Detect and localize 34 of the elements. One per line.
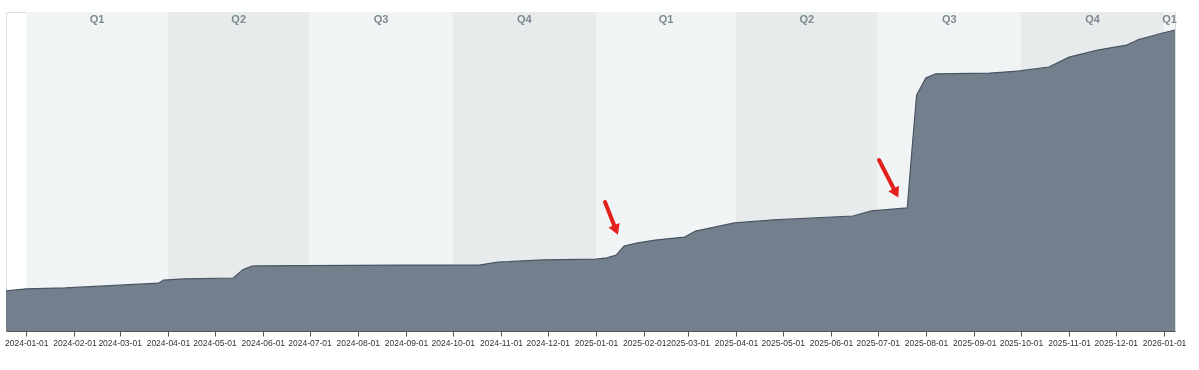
x-tick-label: 2024-02-01: [53, 337, 97, 348]
band-label: Q3: [373, 13, 389, 25]
x-tick-label: 2024-05-01: [193, 337, 238, 348]
x-tick-label: 2024-03-01: [98, 337, 143, 348]
band-label: Q1: [658, 13, 674, 25]
band-label: Q3: [941, 13, 957, 25]
x-tick-label: 2025-04-01: [714, 337, 759, 348]
band-label: Q2: [799, 13, 815, 25]
band-label: Q4: [1085, 13, 1101, 25]
x-tick-label: 2024-09-01: [384, 337, 429, 348]
x-tick-label: 2024-07-01: [288, 337, 333, 348]
x-tick-label: 2025-07-01: [856, 337, 901, 348]
x-tick-label: 2025-12-01: [1094, 337, 1139, 348]
x-tick-label: 2024-12-01: [526, 337, 571, 348]
x-tick-label: 2024-08-01: [336, 337, 381, 348]
band-label: Q4: [517, 13, 533, 25]
x-tick-label: 2026-01-01: [1142, 337, 1187, 348]
x-tick-label: 2025-06-01: [809, 337, 854, 348]
x-tick-label: 2024-11-01: [480, 337, 524, 348]
x-tick-label: 2024-06-01: [241, 337, 286, 348]
band-label: Q1: [89, 13, 105, 25]
x-tick-label: 2025-01-01: [574, 337, 619, 348]
x-tick-label: 2024-10-01: [431, 337, 476, 348]
band-label: Q2: [231, 13, 247, 25]
x-tick-label: 2025-03-01: [666, 337, 711, 348]
x-tick-label: 2024-01-01: [4, 337, 49, 348]
x-tick-label: 2025-08-01: [904, 337, 949, 348]
x-tick-label: 2025-05-01: [761, 337, 806, 348]
x-tick-label: 2025-02-01: [622, 337, 667, 348]
band-label: Q1: [1162, 13, 1177, 25]
x-tick-label: 2025-10-01: [999, 337, 1044, 348]
x-tick-label: 2025-09-01: [952, 337, 997, 348]
x-tick-label: 2024-04-01: [146, 337, 191, 348]
x-tick-label: 2025-11-01: [1048, 337, 1092, 348]
